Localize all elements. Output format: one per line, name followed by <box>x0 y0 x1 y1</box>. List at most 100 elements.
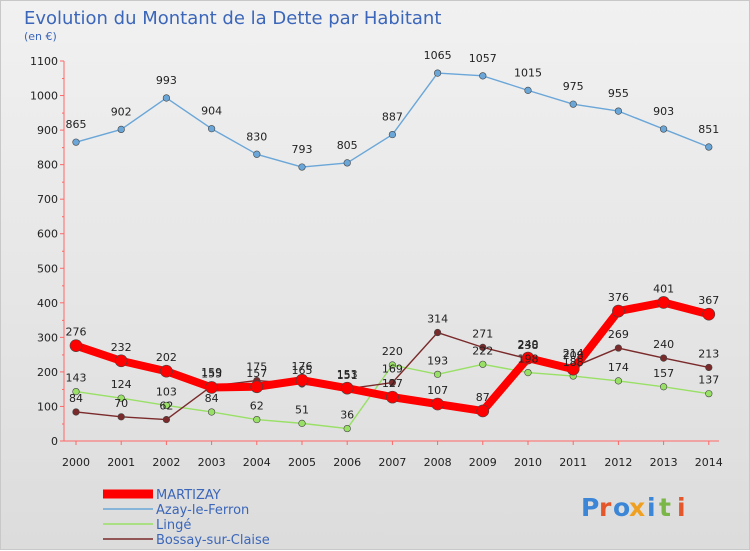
chart-title: Evolution du Montant de la Dette par Hab… <box>24 8 441 29</box>
data-label: 127 <box>382 377 403 390</box>
y-tick-label: 400 <box>37 297 58 310</box>
x-tick-label: 2006 <box>333 456 361 469</box>
data-label: 1057 <box>469 52 497 65</box>
x-tick-label: 2009 <box>469 456 497 469</box>
data-label: 202 <box>156 351 177 364</box>
series-labels: 84 70 62 159 175 165 151 169 314 271 238 214 269 240 2… <box>69 313 719 413</box>
data-label: 213 <box>698 347 719 360</box>
data-point <box>253 415 261 424</box>
data-label: 153 <box>337 368 358 381</box>
data-label: 222 <box>472 344 493 357</box>
data-label: 975 <box>563 80 584 93</box>
data-point <box>343 159 351 167</box>
data-point <box>72 388 80 396</box>
x-tick-label: 2014 <box>695 456 723 469</box>
data-label: 155 <box>201 367 222 380</box>
data-label: 401 <box>653 282 674 295</box>
x-tick-label: 2007 <box>378 456 406 469</box>
data-label: 955 <box>608 87 629 100</box>
data-label: 367 <box>698 294 719 307</box>
data-label: 1015 <box>514 66 542 79</box>
data-label: 165 <box>292 364 313 377</box>
x-tick-label: 2000 <box>62 456 90 469</box>
data-point <box>388 130 397 139</box>
data-point <box>521 351 535 365</box>
data-point <box>524 86 532 94</box>
data-label: 174 <box>608 361 629 374</box>
data-point <box>117 394 125 402</box>
data-label: 103 <box>156 385 177 398</box>
x-tick-label: 2003 <box>198 456 226 469</box>
data-label: 865 <box>66 118 87 131</box>
logo-letter: i <box>677 493 686 522</box>
y-tick-label: 1100 <box>30 55 58 68</box>
data-point <box>208 408 216 416</box>
data-point <box>298 163 306 171</box>
data-point <box>298 419 306 427</box>
y-tick-label: 500 <box>37 262 58 275</box>
data-point <box>343 424 351 433</box>
data-point <box>162 401 170 410</box>
x-tick-label: 2002 <box>152 456 180 469</box>
x-tick-label: 2013 <box>650 456 678 469</box>
logo-letter: x <box>629 493 645 522</box>
data-label: 376 <box>608 291 629 304</box>
data-label: 193 <box>427 354 448 367</box>
data-point <box>569 100 577 108</box>
data-label: 276 <box>66 326 87 339</box>
y-tick-label: 600 <box>37 228 58 241</box>
data-point <box>566 362 580 376</box>
data-point <box>431 397 444 411</box>
data-label: 62 <box>159 400 173 413</box>
data-label: 851 <box>698 123 719 136</box>
data-point <box>614 377 623 385</box>
data-point <box>434 69 442 77</box>
data-label: 137 <box>698 374 719 387</box>
data-label: 214 <box>563 347 584 360</box>
y-tick-label: 0 <box>51 435 58 448</box>
data-label: 70 <box>114 397 128 410</box>
data-point <box>705 390 713 398</box>
data-label: 198 <box>518 353 539 366</box>
y-tick-label: 800 <box>37 159 58 172</box>
legend-label: Lingé <box>156 518 191 533</box>
data-label: 993 <box>156 74 177 87</box>
data-label: 175 <box>246 361 267 374</box>
data-point <box>388 361 397 369</box>
y-tick-label: 900 <box>37 124 58 137</box>
data-label: 269 <box>608 328 629 341</box>
series-labels: 276 232 202 155 157 176 153 127 107 87 240 208 376 40… <box>66 282 720 403</box>
data-point <box>160 364 173 378</box>
data-point <box>162 415 170 424</box>
data-label: 220 <box>382 345 403 358</box>
data-label: 903 <box>653 105 674 118</box>
data-label: 107 <box>427 384 448 397</box>
data-label: 124 <box>111 378 132 391</box>
data-label: 62 <box>250 400 264 413</box>
data-point <box>657 296 670 309</box>
logo-letter: t <box>659 493 671 522</box>
data-point <box>659 354 668 362</box>
series-layer: 865 902 993 904 830 793 805 887 1065 1057 1015 975 9… <box>66 49 720 433</box>
data-point <box>614 107 623 115</box>
series-martizay <box>69 296 716 418</box>
logo-letter: P <box>581 493 599 522</box>
data-label: 159 <box>201 366 222 379</box>
data-label: 232 <box>111 341 132 354</box>
data-label: 240 <box>518 338 539 351</box>
data-label: 314 <box>427 313 448 326</box>
data-point <box>705 143 713 151</box>
data-point <box>659 125 668 133</box>
data-point <box>434 370 442 378</box>
y-tick-label: 700 <box>37 193 58 206</box>
data-label: 84 <box>205 392 219 405</box>
data-label: 169 <box>382 363 403 376</box>
data-point <box>614 344 623 352</box>
data-point <box>524 369 532 377</box>
x-tick-label: 2004 <box>243 456 271 469</box>
data-point <box>72 408 80 416</box>
data-point <box>208 125 216 133</box>
data-label: 830 <box>246 130 267 143</box>
